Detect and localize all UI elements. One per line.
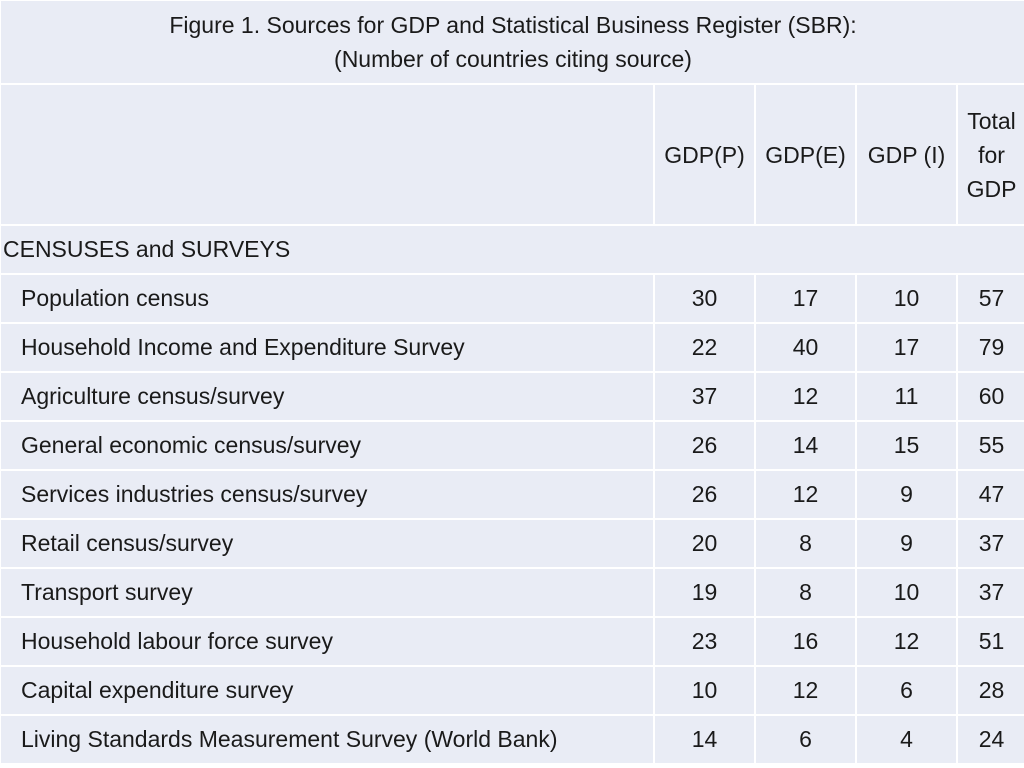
gdp-p-cell: 14 <box>655 716 754 763</box>
table-row: Transport survey 19 8 10 37 <box>1 569 1024 616</box>
gdp-p-cell: 26 <box>655 471 754 518</box>
table-row: Services industries census/survey 26 12 9 47 <box>1 471 1024 518</box>
gdp-i-cell: 9 <box>857 471 956 518</box>
gdp-p-cell: 10 <box>655 667 754 714</box>
title-line-2: (Number of countries citing source) <box>334 46 692 72</box>
title-line-1: Figure 1. Sources for GDP and Statistica… <box>169 12 857 38</box>
gdp-i-cell: 12 <box>857 618 956 665</box>
gdp-i-cell: 4 <box>857 716 956 763</box>
total-cell: 57 <box>958 275 1024 322</box>
gdp-e-cell: 8 <box>756 569 855 616</box>
gdp-p-cell: 19 <box>655 569 754 616</box>
table-row: Agriculture census/survey 37 12 11 60 <box>1 373 1024 420</box>
total-cell: 28 <box>958 667 1024 714</box>
gdp-p-cell: 26 <box>655 422 754 469</box>
gdp-e-cell: 6 <box>756 716 855 763</box>
gdp-p-cell: 23 <box>655 618 754 665</box>
data-rows: Population census 30 17 10 57 Household Incom… <box>1 275 1024 763</box>
row-label-cell: Transport survey <box>1 569 653 616</box>
gdp-e-cell: 8 <box>756 520 855 567</box>
section-label: CENSUSES and SURVEYS <box>1 226 1024 273</box>
row-label-cell: Household Income and Expenditure Survey <box>1 324 653 371</box>
col-header-total-line-1: Total <box>967 107 1016 134</box>
gdp-p-cell: 20 <box>655 520 754 567</box>
col-header-gdp-e: GDP(E) <box>756 85 855 224</box>
total-cell: 55 <box>958 422 1024 469</box>
gdp-i-cell: 17 <box>857 324 956 371</box>
row-label-cell: Retail census/survey <box>1 520 653 567</box>
total-cell: 37 <box>958 520 1024 567</box>
gdp-e-cell: 12 <box>756 667 855 714</box>
gdp-i-cell: 6 <box>857 667 956 714</box>
total-cell: 51 <box>958 618 1024 665</box>
row-label-cell: Population census <box>1 275 653 322</box>
col-header-total-line-2: for <box>978 141 1005 168</box>
section-row: CENSUSES and SURVEYS <box>1 226 1024 273</box>
col-header-total: Total for GDP <box>958 85 1024 224</box>
table-row: Household labour force survey 23 16 12 51 <box>1 618 1024 665</box>
row-label-cell: Capital expenditure survey <box>1 667 653 714</box>
table-title: Figure 1. Sources for GDP and Statistica… <box>1 1 1024 83</box>
table-row: Living Standards Measurement Survey (Wor… <box>1 716 1024 763</box>
header-blank-cell <box>1 85 653 224</box>
row-label-cell: Living Standards Measurement Survey (Wor… <box>1 716 653 763</box>
col-header-total-line-3: GDP <box>966 175 1017 202</box>
gdp-i-cell: 15 <box>857 422 956 469</box>
row-label-cell: Household labour force survey <box>1 618 653 665</box>
table-row: Capital expenditure survey 10 12 6 28 <box>1 667 1024 714</box>
gdp-e-cell: 12 <box>756 373 855 420</box>
table-row: Retail census/survey 20 8 9 37 <box>1 520 1024 567</box>
total-cell: 37 <box>958 569 1024 616</box>
total-cell: 60 <box>958 373 1024 420</box>
row-label-cell: General economic census/survey <box>1 422 653 469</box>
table-row: Population census 30 17 10 57 <box>1 275 1024 322</box>
col-header-gdp-p: GDP(P) <box>655 85 754 224</box>
gdp-e-cell: 12 <box>756 471 855 518</box>
header-row: GDP(P) GDP(E) GDP (I) Total for GDP <box>1 85 1024 224</box>
total-cell: 79 <box>958 324 1024 371</box>
gdp-e-cell: 14 <box>756 422 855 469</box>
gdp-i-cell: 9 <box>857 520 956 567</box>
gdp-i-cell: 10 <box>857 275 956 322</box>
total-cell: 47 <box>958 471 1024 518</box>
table-row: Household Income and Expenditure Survey 2… <box>1 324 1024 371</box>
gdp-i-cell: 10 <box>857 569 956 616</box>
total-cell: 24 <box>958 716 1024 763</box>
col-header-gdp-i: GDP (I) <box>857 85 956 224</box>
row-label-cell: Agriculture census/survey <box>1 373 653 420</box>
row-label-cell: Services industries census/survey <box>1 471 653 518</box>
title-row: Figure 1. Sources for GDP and Statistica… <box>1 1 1024 83</box>
gdp-e-cell: 16 <box>756 618 855 665</box>
gdp-i-cell: 11 <box>857 373 956 420</box>
gdp-e-cell: 17 <box>756 275 855 322</box>
gdp-p-cell: 37 <box>655 373 754 420</box>
gdp-p-cell: 30 <box>655 275 754 322</box>
gdp-e-cell: 40 <box>756 324 855 371</box>
table-row: General economic census/survey 26 14 15 55 <box>1 422 1024 469</box>
gdp-p-cell: 22 <box>655 324 754 371</box>
